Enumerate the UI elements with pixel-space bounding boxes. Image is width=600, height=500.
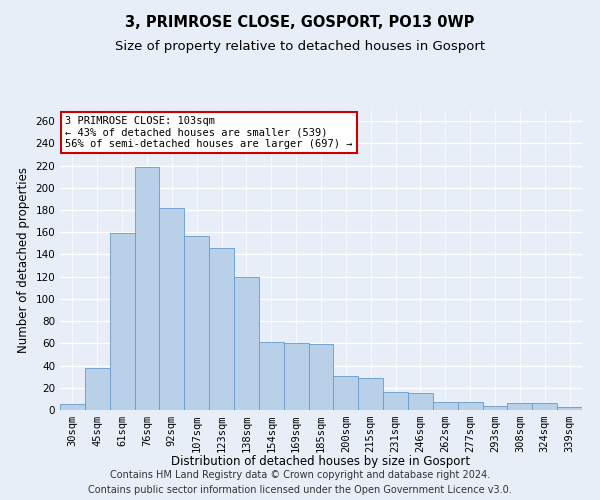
Bar <box>308 344 334 410</box>
Bar <box>532 404 557 410</box>
Text: 3, PRIMROSE CLOSE, GOSPORT, PO13 0WP: 3, PRIMROSE CLOSE, GOSPORT, PO13 0WP <box>125 15 475 30</box>
Bar <box>110 234 134 410</box>
Bar <box>209 248 234 410</box>
Y-axis label: Number of detached properties: Number of detached properties <box>17 167 30 353</box>
Text: Contains public sector information licensed under the Open Government Licence v3: Contains public sector information licen… <box>88 485 512 495</box>
Bar <box>408 394 433 410</box>
Bar <box>60 404 85 410</box>
Bar <box>383 392 408 410</box>
Bar <box>482 406 508 410</box>
Bar <box>234 276 259 410</box>
Bar <box>334 376 358 410</box>
Bar <box>358 378 383 410</box>
Bar <box>85 368 110 410</box>
Bar <box>284 344 308 410</box>
Bar <box>134 166 160 410</box>
Text: Contains HM Land Registry data © Crown copyright and database right 2024.: Contains HM Land Registry data © Crown c… <box>110 470 490 480</box>
Bar <box>458 402 482 410</box>
Text: Size of property relative to detached houses in Gosport: Size of property relative to detached ho… <box>115 40 485 53</box>
Bar <box>160 208 184 410</box>
Bar <box>508 404 532 410</box>
Text: 3 PRIMROSE CLOSE: 103sqm
← 43% of detached houses are smaller (539)
56% of semi-: 3 PRIMROSE CLOSE: 103sqm ← 43% of detach… <box>65 116 353 149</box>
Bar <box>557 406 582 410</box>
Bar <box>433 402 458 410</box>
Bar <box>259 342 284 410</box>
X-axis label: Distribution of detached houses by size in Gosport: Distribution of detached houses by size … <box>172 455 470 468</box>
Bar <box>184 236 209 410</box>
